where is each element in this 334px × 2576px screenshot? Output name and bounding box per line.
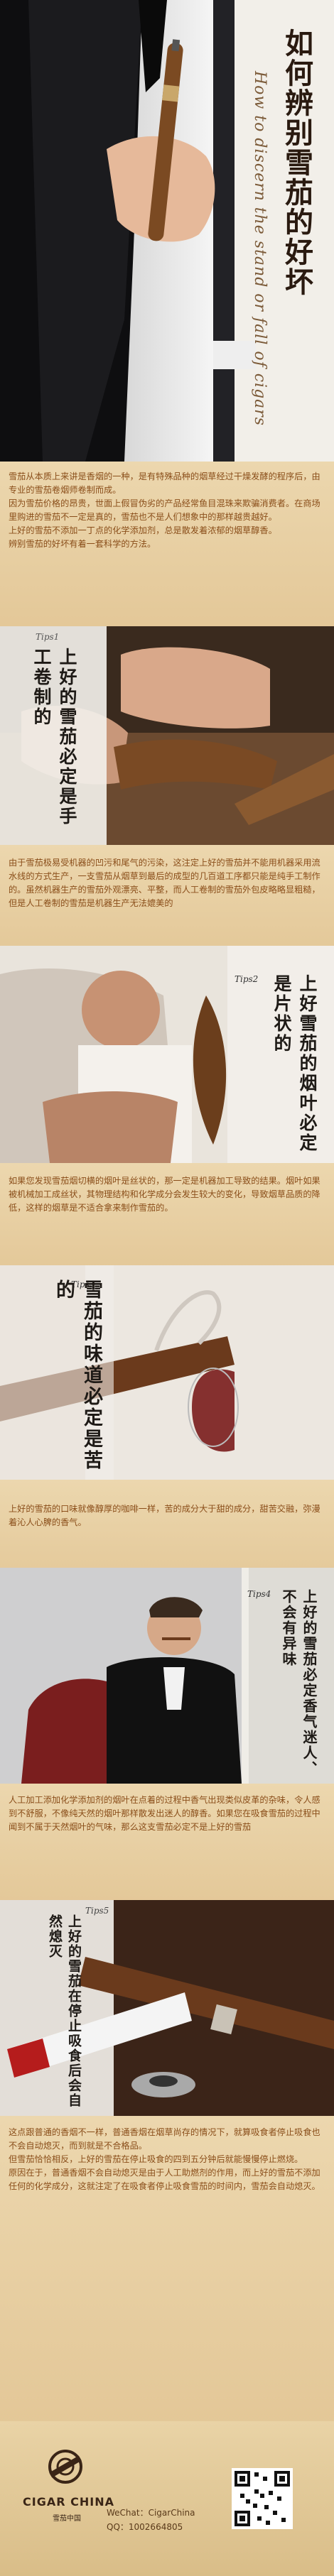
- section-3-title: 雪茄的味道必定是苦的: [53, 1279, 102, 1471]
- hero-title: 如何辨别雪茄的好坏: [280, 28, 313, 297]
- section-1-title: 上好的雪茄必定是手工卷制的: [31, 648, 77, 826]
- qr-code-icon: [232, 2468, 293, 2529]
- hand-rolling-photo: [0, 626, 334, 845]
- section-4-image: Tips4 上好的雪茄必定香气迷人、不会有异味: [0, 1568, 334, 1784]
- section-5-title: 上好的雪茄在停止吸食后会自然熄灭: [47, 1914, 82, 2108]
- intro-section: 雪茄从本质上来讲是香烟的一种，是有特殊品种的烟草经过干燥发酵的程序后，由专业的雪…: [0, 462, 334, 635]
- section-4-title: 上好的雪茄必定香气迷人、不会有异味: [280, 1589, 318, 1777]
- wechat-id: WeChat：CigarChina: [107, 2508, 195, 2518]
- section-2-title: 上好雪茄的烟叶必定是片状的: [271, 974, 318, 1153]
- cigar-cutter-photo: [0, 1900, 334, 2116]
- section-5-text: 这点跟普通的香烟不一样，普通香烟在烟草尚存的情况下，就算吸食者停止吸食也不会自动…: [0, 2116, 334, 2431]
- logo-text: CIGAR CHINA: [23, 2495, 114, 2509]
- section-3-paragraph: 上好的雪茄的口味就像醇厚的咖啡一样，苦的成分大于甜的成分，甜苦交融，弥漫着沁人心…: [9, 1504, 320, 1527]
- section-1-image: Tips1 上好的雪茄必定是手工卷制的: [0, 626, 334, 845]
- section-2-paragraph: 如果您发现雪茄烟切横的烟叶是丝状的，那一定是机器加工导致的结果。烟叶如果被机械加…: [9, 1176, 320, 1213]
- section-4-tag: Tips4: [247, 1589, 271, 1599]
- section-2-text: 如果您发现雪茄烟切横的烟叶是丝状的，那一定是机器加工导致的结果。烟叶如果被机械加…: [0, 1163, 334, 1277]
- logo-subtext: 雪茄中国: [53, 2515, 81, 2523]
- intro-paragraph: 因为雪茄价格的昂贵，世面上假冒伪劣的产品经常鱼目混珠来欺骗消费者。在商场里购进的…: [9, 498, 320, 522]
- section-1-tag: Tips1: [36, 632, 60, 642]
- section-5-image: Tips5 上好的雪茄在停止吸食后会自然熄灭: [0, 1900, 334, 2116]
- section-3-tag: Tips3: [71, 1279, 95, 1289]
- hero-photo: [0, 0, 334, 462]
- intro-paragraph: 雪茄从本质上来讲是香烟的一种，是有特殊品种的烟草经过干燥发酵的程序后，由专业的雪…: [9, 471, 320, 495]
- section-4-text: 人工加工添加化学添加剂的烟叶在点着的过程中香气出现类似皮革的杂味，令人感到不舒服…: [0, 1784, 334, 1910]
- hero-banner: 如何辨别雪茄的好坏 How to discern the stand or fa…: [0, 0, 334, 462]
- section-2-image: Tips2 上好雪茄的烟叶必定是片状的: [0, 946, 334, 1163]
- section-4-paragraph: 人工加工添加化学添加剂的烟叶在点着的过程中香气出现类似皮革的杂味，令人感到不舒服…: [9, 1795, 320, 1832]
- tobacco-leaf-photo: [0, 946, 334, 1163]
- footer: CIGAR CHINA 雪茄中国 WeChat：CigarChina QQ：10…: [0, 2421, 334, 2576]
- intro-paragraph: 上好的雪茄不添加一丁点的化学添加剂，总是散发着浓郁的烟草醇香。: [9, 525, 277, 535]
- intro-paragraph: 辨别雪茄的好坏有着一套科学的方法。: [9, 539, 156, 549]
- gentleman-smoking-photo: [0, 1568, 334, 1784]
- section-2-tag: Tips2: [235, 974, 259, 984]
- section-5-tag: Tips5: [85, 1906, 109, 1916]
- section-5-paragraph: 但雪茄恰恰相反，上好的雪茄在停止吸食的四到五分钟后就能慢慢停止燃烧。: [9, 2154, 303, 2164]
- cigar-china-logo-icon: [48, 2450, 82, 2484]
- qq-number: QQ：1002664805: [107, 2522, 183, 2532]
- section-1-paragraph: 由于雪茄极易受机器的凹污和尾气的污染，这注定上好的雪茄并不能用机器采用流水线的方…: [9, 858, 320, 908]
- section-1-text: 由于雪茄极易受机器的凹污和尾气的污染，这注定上好的雪茄并不能用机器采用流水线的方…: [0, 845, 334, 957]
- section-5-paragraph: 这点跟普通的香烟不一样，普通香烟在烟草尚存的情况下，就算吸食者停止吸食也不会自动…: [9, 2127, 320, 2151]
- hero-subtitle: How to discern the stand or fall of ciga…: [251, 71, 269, 427]
- section-5-paragraph: 原因在于，普通香烟不会自动熄灭是由于人工助燃剂的作用，而上好的雪茄不添加任何的化…: [9, 2168, 320, 2191]
- cigar-smoke-photo: [0, 1265, 334, 1480]
- section-3-image: Tips3 雪茄的味道必定是苦的: [0, 1265, 334, 1480]
